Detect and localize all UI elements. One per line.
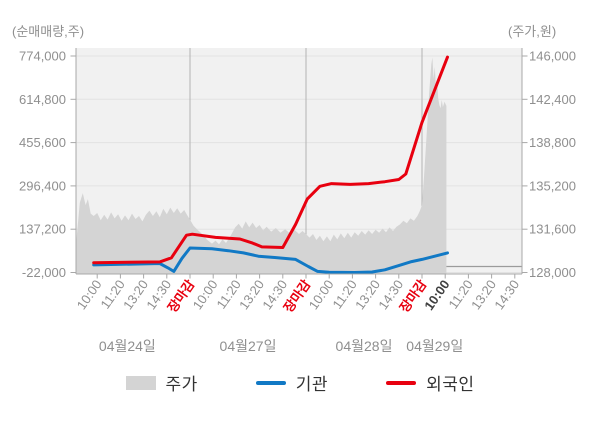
- left-axis-label: 614,800: [19, 92, 66, 107]
- x-tick-label: 10:00: [74, 277, 105, 312]
- date-label: 04월27일: [220, 338, 277, 354]
- right-axis-label: 138,800: [529, 135, 576, 150]
- right-axis-label: 128,000: [529, 265, 576, 280]
- x-tick-label: 10:00: [190, 277, 221, 312]
- right-axis-label: 135,200: [529, 178, 576, 193]
- left-axis-label: -22,000: [22, 265, 66, 280]
- left-axis-title: (순매매량,주): [12, 24, 84, 39]
- x-tick-label: 10:00: [421, 277, 452, 313]
- x-tick-label: 10:00: [306, 277, 337, 312]
- institution-line: [92, 246, 449, 274]
- legend-label-foreign: 외국인: [426, 375, 475, 394]
- legend-item-foreign: 외국인: [386, 370, 474, 395]
- x-tick-label: 14:30: [491, 277, 522, 312]
- legend-item-institution: 기관: [255, 370, 329, 395]
- legend-item-price: 주가: [125, 370, 198, 395]
- foreign-line: [92, 55, 449, 265]
- foreign-line-swatch: [386, 380, 417, 385]
- price-area: [76, 57, 447, 275]
- stock-chart: 774,000 146,000 614,800 142,400 455,600 138,8…: [12, 24, 576, 354]
- right-axis-label: 131,600: [529, 222, 576, 237]
- left-axis-label: 455,600: [19, 135, 66, 150]
- date-label: 04월28일: [336, 338, 393, 354]
- right-axis-label: 142,400: [529, 92, 576, 107]
- date-label: 04월24일: [99, 338, 156, 354]
- legend-label-price: 주가: [165, 375, 198, 394]
- left-axis-label: 296,400: [19, 178, 66, 193]
- right-axis-title: (주가,원): [508, 24, 556, 39]
- chart-legend: 주가 기관 외국인: [0, 370, 600, 395]
- institution-line-swatch: [255, 380, 286, 385]
- left-axis-label: 137,200: [19, 222, 66, 237]
- left-axis-label: 774,000: [19, 49, 66, 64]
- right-axis-label: 146,000: [529, 49, 576, 64]
- legend-label-institution: 기관: [295, 375, 329, 394]
- price-area-swatch: [125, 375, 156, 390]
- date-label: 04월29일: [406, 338, 463, 354]
